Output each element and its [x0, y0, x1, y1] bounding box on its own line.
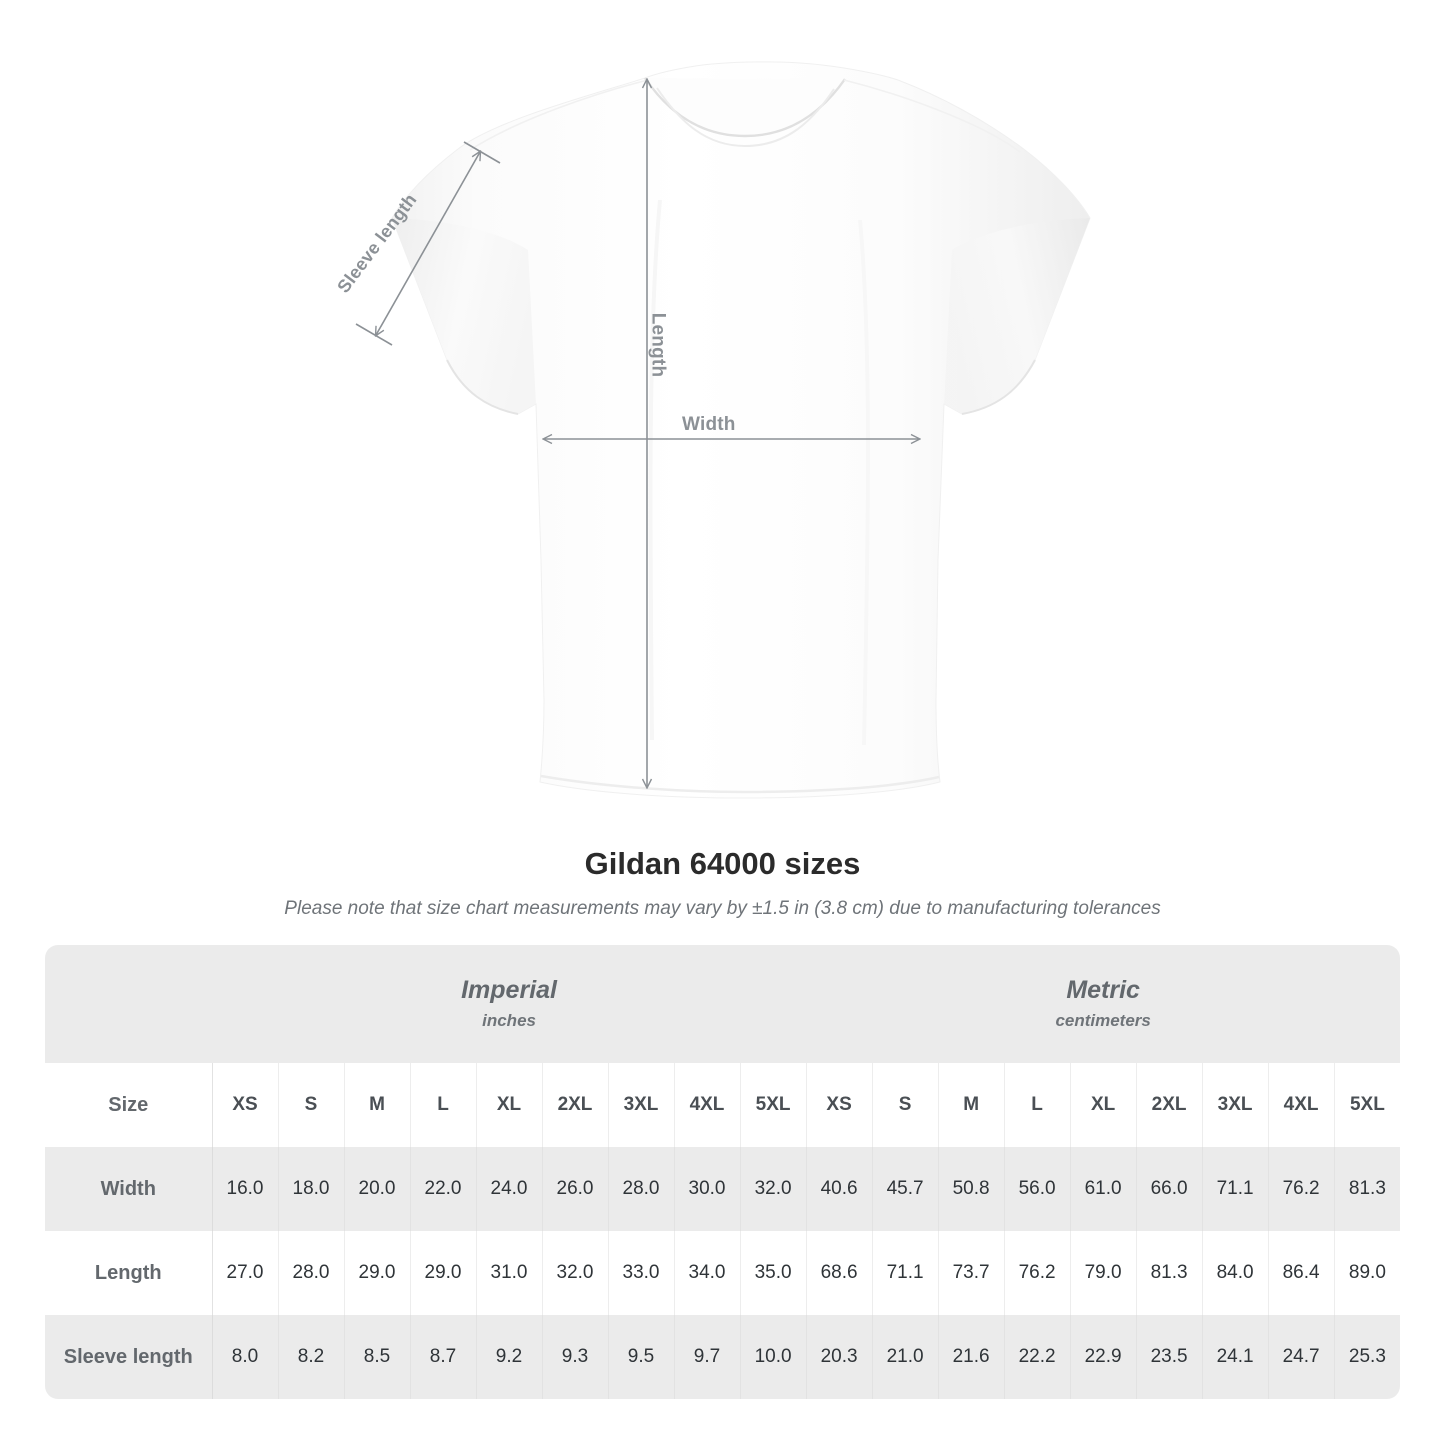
cell-metric: 89.0	[1333, 1231, 1400, 1315]
size-header-imperial-5xl: 5XL	[739, 1063, 807, 1147]
cell-imperial: 26.0	[541, 1147, 608, 1231]
size-header-imperial-m: M	[343, 1063, 410, 1147]
cell-metric: 21.6	[937, 1315, 1005, 1399]
cell-metric: 45.7	[871, 1147, 939, 1231]
cell-imperial: 10.0	[739, 1315, 807, 1399]
length-label: Length	[647, 312, 669, 378]
size-chart-table-container: Imperial inches Metric centimeters Size XS S…	[45, 945, 1400, 1399]
size-header-metric-2xl: 2XL	[1135, 1063, 1203, 1147]
cell-metric: 22.9	[1069, 1315, 1137, 1399]
size-header-row: Size XS S M L XL 2XL 3XL 4XL 5XL XS S M L XL 2XL 3XL 4XL…	[45, 1063, 1400, 1147]
size-header-metric-5xl: 5XL	[1333, 1063, 1400, 1147]
cell-imperial: 20.0	[343, 1147, 410, 1231]
cell-metric: 56.0	[1003, 1147, 1071, 1231]
cell-imperial: 9.7	[673, 1315, 740, 1399]
cell-imperial: 28.0	[607, 1147, 674, 1231]
cell-imperial: 8.7	[409, 1315, 476, 1399]
unit-group-name: Metric	[1066, 976, 1140, 1005]
cell-metric: 66.0	[1135, 1147, 1203, 1231]
cell-imperial: 31.0	[475, 1231, 542, 1315]
sleeve-length-dimension	[355, 141, 501, 346]
cell-metric: 76.2	[1267, 1147, 1335, 1231]
cell-metric: 50.8	[937, 1147, 1005, 1231]
table-row: Sleeve length 8.0 8.2 8.5 8.7 9.2 9.3 9.5 9.7 10.…	[45, 1315, 1400, 1399]
cell-metric: 81.3	[1135, 1231, 1203, 1315]
table-row: Width 16.0 18.0 20.0 22.0 24.0 26.0 28.0 30.0 32.…	[45, 1147, 1400, 1231]
cell-metric: 20.3	[805, 1315, 873, 1399]
page-title: Gildan 64000 sizes	[584, 846, 861, 881]
cell-metric: 81.3	[1333, 1147, 1400, 1231]
size-header-metric-3xl: 3XL	[1201, 1063, 1269, 1147]
cell-metric: 73.7	[937, 1231, 1005, 1315]
cell-imperial: 30.0	[673, 1147, 740, 1231]
cell-imperial: 8.0	[211, 1315, 278, 1399]
size-header-metric-s: S	[871, 1063, 939, 1147]
cell-imperial: 8.2	[277, 1315, 344, 1399]
cell-metric: 21.0	[871, 1315, 939, 1399]
cell-imperial: 32.0	[541, 1231, 608, 1315]
size-header-metric-m: M	[937, 1063, 1005, 1147]
tolerance-note: Please note that size chart measurements…	[284, 898, 1161, 920]
size-header-metric-xl: XL	[1069, 1063, 1137, 1147]
cell-imperial: 29.0	[409, 1231, 476, 1315]
unit-group-header-metric: Metric centimeters	[806, 945, 1400, 1063]
cell-imperial: 9.3	[541, 1315, 608, 1399]
row-label-width: Width	[45, 1147, 213, 1231]
unit-group-subtitle: inches	[482, 1010, 536, 1030]
unit-header-spacer	[45, 945, 212, 1063]
cell-imperial: 27.0	[211, 1231, 278, 1315]
cell-metric: 79.0	[1069, 1231, 1137, 1315]
cell-metric: 24.1	[1201, 1315, 1269, 1399]
size-header-imperial-s: S	[277, 1063, 344, 1147]
cell-imperial: 22.0	[409, 1147, 476, 1231]
width-label: Width	[682, 414, 736, 435]
row-label-sleeve-length: Sleeve length	[45, 1315, 213, 1399]
title-block: Gildan 64000 sizes Please note that size…	[0, 845, 1445, 921]
table-row: Length 27.0 28.0 29.0 29.0 31.0 32.0 33.0 34.0 35…	[45, 1231, 1400, 1315]
cell-metric: 23.5	[1135, 1315, 1203, 1399]
size-header-imperial-3xl: 3XL	[607, 1063, 674, 1147]
cell-metric: 25.3	[1333, 1315, 1400, 1399]
size-header-label: Size	[45, 1063, 213, 1147]
cell-imperial: 9.2	[475, 1315, 542, 1399]
unit-group-header-imperial: Imperial inches	[212, 945, 807, 1063]
cell-metric: 40.6	[805, 1147, 873, 1231]
cell-metric: 61.0	[1069, 1147, 1137, 1231]
row-label-length: Length	[45, 1231, 213, 1315]
cell-metric: 71.1	[871, 1231, 939, 1315]
cell-metric: 86.4	[1267, 1231, 1335, 1315]
size-header-imperial-2xl: 2XL	[541, 1063, 608, 1147]
cell-imperial: 16.0	[211, 1147, 278, 1231]
size-header-metric-xs: XS	[805, 1063, 873, 1147]
cell-imperial: 8.5	[343, 1315, 410, 1399]
size-header-imperial-xs: XS	[211, 1063, 278, 1147]
cell-metric: 22.2	[1003, 1315, 1071, 1399]
cell-metric: 84.0	[1201, 1231, 1269, 1315]
cell-imperial: 29.0	[343, 1231, 410, 1315]
size-header-imperial-xl: XL	[475, 1063, 542, 1147]
shirt-body-shape	[391, 61, 1091, 799]
cell-metric: 76.2	[1003, 1231, 1071, 1315]
cell-imperial: 32.0	[739, 1147, 807, 1231]
cell-imperial: 35.0	[739, 1231, 807, 1315]
size-chart-table: Imperial inches Metric centimeters Size XS S…	[45, 945, 1400, 1399]
cell-imperial: 34.0	[673, 1231, 740, 1315]
tshirt-illustration	[355, 61, 1091, 799]
unit-group-name: Imperial	[461, 976, 557, 1005]
size-header-metric-4xl: 4XL	[1267, 1063, 1335, 1147]
size-header-metric-l: L	[1003, 1063, 1071, 1147]
size-header-imperial-4xl: 4XL	[673, 1063, 740, 1147]
unit-header-row: Imperial inches Metric centimeters	[45, 945, 1400, 1063]
cell-metric: 24.7	[1267, 1315, 1335, 1399]
cell-imperial: 9.5	[607, 1315, 674, 1399]
cell-imperial: 18.0	[277, 1147, 344, 1231]
cell-imperial: 33.0	[607, 1231, 674, 1315]
size-header-imperial-l: L	[409, 1063, 476, 1147]
cell-metric: 68.6	[805, 1231, 873, 1315]
cell-imperial: 24.0	[475, 1147, 542, 1231]
tshirt-diagram: Sleeve length Length Width	[333, 61, 1091, 799]
cell-metric: 71.1	[1201, 1147, 1269, 1231]
unit-group-subtitle: centimeters	[1055, 1010, 1151, 1030]
cell-imperial: 28.0	[277, 1231, 344, 1315]
